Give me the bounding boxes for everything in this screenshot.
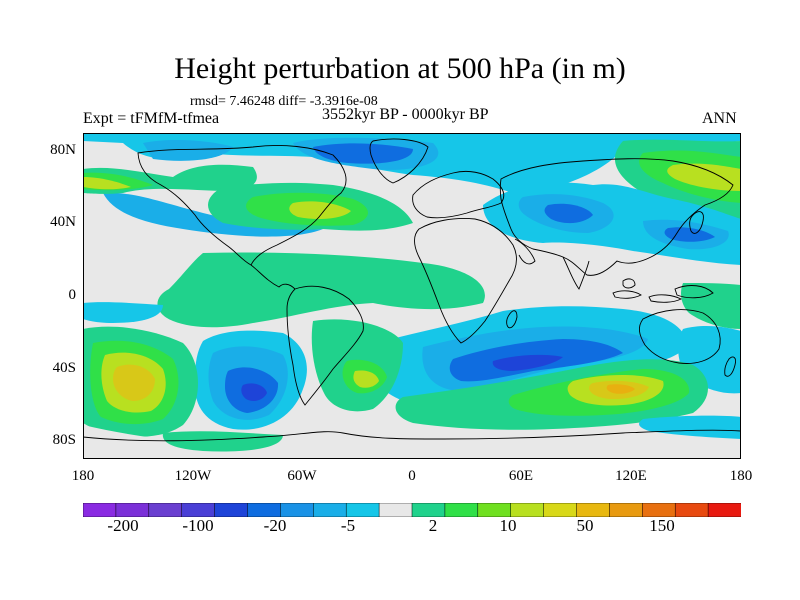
- lat-label-40s: 40S: [52, 360, 76, 376]
- contour-positive-south-band: [83, 319, 708, 437]
- colorbar-swatch: [148, 503, 183, 517]
- colorbar-label: -200: [107, 516, 139, 535]
- colorbar-swatch: [411, 503, 446, 517]
- colorbar-swatch: [510, 503, 545, 517]
- contour-negative-north-band: [83, 133, 741, 237]
- colorbar-label: -5: [340, 516, 356, 535]
- experiment-label: Expt = tFMfM-tfmea: [83, 110, 220, 127]
- contour-antarctic: [83, 415, 741, 459]
- lon-label-120w: 120W: [174, 468, 212, 484]
- lon-label-0: 0: [408, 468, 416, 484]
- colorbar-swatch: [214, 503, 249, 517]
- colorbar-swatch: [444, 503, 479, 517]
- map-plot: [83, 133, 741, 459]
- lat-label-80s: 80S: [52, 432, 76, 448]
- colorbar-swatch: [345, 503, 380, 517]
- colorbar-swatch: [181, 503, 216, 517]
- lon-label-180e: 180: [729, 468, 753, 484]
- colorbar-label: 50: [576, 516, 594, 535]
- colorbar-swatch: [576, 503, 610, 517]
- colorbar-label: 150: [649, 516, 675, 535]
- colorbar-label: 10: [499, 516, 517, 535]
- contour-positive-tropics: [157, 252, 741, 329]
- colorbar-swatch: [115, 503, 150, 517]
- colorbar-swatch: [280, 503, 314, 517]
- lon-label-180w: 180: [71, 468, 95, 484]
- season-label: ANN: [702, 110, 737, 127]
- lon-label-120e: 120E: [615, 468, 647, 484]
- contour-negative-south-band: [83, 302, 741, 430]
- colorbar-swatch: [707, 503, 741, 517]
- contour-negative-asia: [483, 182, 741, 265]
- colorbar-swatch: [477, 503, 512, 517]
- colorbar-swatch: [313, 503, 347, 517]
- lon-label-60e: 60E: [508, 468, 534, 484]
- colorbar-label: -100: [182, 516, 214, 535]
- colorbar-swatch: [247, 503, 281, 517]
- colorbar-swatch: [674, 503, 709, 517]
- map-frame: [83, 133, 741, 459]
- plot-title: Height perturbation at 500 hPa (in m): [174, 52, 626, 85]
- lon-label-60w: 60W: [287, 468, 317, 484]
- coastlines: [83, 138, 741, 442]
- colorbar-label: -20: [263, 516, 287, 535]
- colorbar-swatch: [609, 503, 643, 517]
- stats-subtitle: rmsd= 7.46248 diff= -3.3916e-08: [190, 94, 378, 109]
- lat-label-40n: 40N: [50, 214, 76, 230]
- colorbar-swatch: [642, 503, 676, 517]
- colorbar-swatch: [378, 503, 413, 517]
- colorbar-swatch: [83, 503, 117, 517]
- period-label: 3552kyr BP - 0000kyr BP: [322, 106, 489, 123]
- contour-positive-north-band: [83, 139, 741, 231]
- colorbar-swatch: [543, 503, 578, 517]
- colorbar: [83, 503, 741, 517]
- lat-label-80n: 80N: [50, 142, 76, 158]
- colorbar-label: 2: [428, 516, 438, 535]
- lat-label-0: 0: [68, 287, 77, 303]
